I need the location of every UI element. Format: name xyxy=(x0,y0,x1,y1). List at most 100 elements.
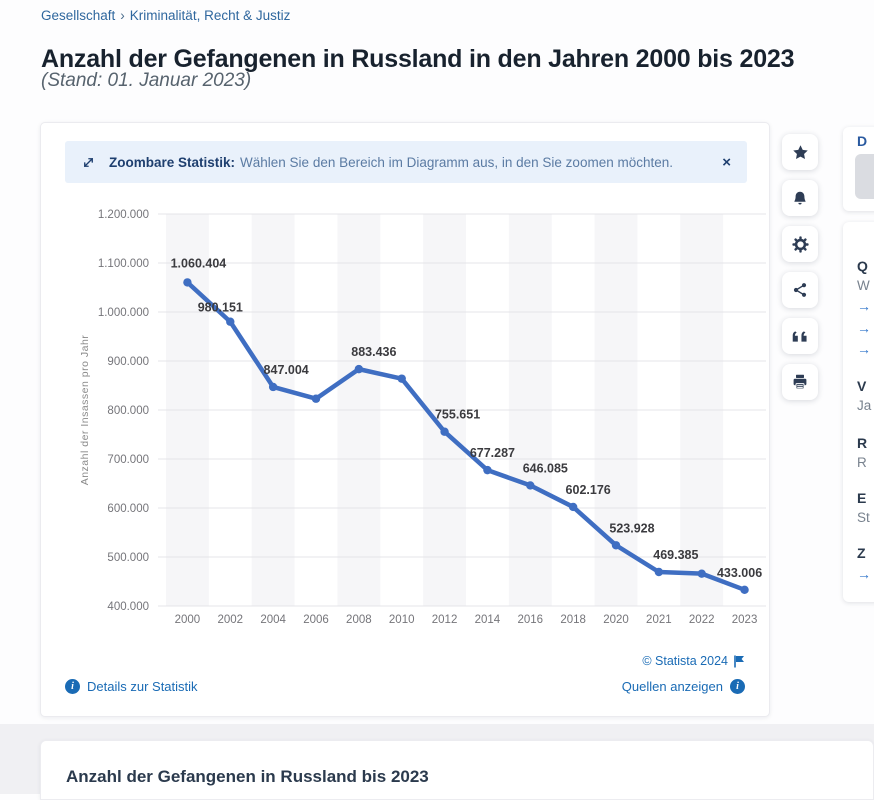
data-point-marker xyxy=(440,427,449,436)
settings-button[interactable] xyxy=(782,226,818,262)
data-point-label: 1.060.404 xyxy=(171,256,227,270)
panel-row-erhebung: E xyxy=(857,490,867,506)
data-point-marker xyxy=(268,382,278,392)
zoom-expand-icon xyxy=(81,155,96,170)
data-point-marker xyxy=(740,585,749,595)
gear-icon xyxy=(791,235,809,253)
banner-close-icon[interactable]: × xyxy=(722,153,731,171)
page-title: Anzahl der Gefangenen in Russland in den… xyxy=(41,44,795,73)
sources-link[interactable]: Quellen anzeigen i xyxy=(622,679,745,694)
download-panel: D xyxy=(843,127,874,211)
panel-row-region-value: R xyxy=(857,455,867,470)
data-point-label: 602.176 xyxy=(566,483,611,497)
data-point-label: 847.004 xyxy=(264,363,309,377)
x-tick-label: 2022 xyxy=(689,614,715,626)
statistic-details-card: Anzahl der Gefangenen in Russland bis 20… xyxy=(40,740,874,800)
y-tick-label: 500.000 xyxy=(107,552,149,564)
data-point-label: 677.287 xyxy=(470,446,515,460)
data-point-label: 646.085 xyxy=(523,461,568,475)
x-tick-label: 2010 xyxy=(389,614,415,626)
x-tick-label: 2008 xyxy=(346,614,372,626)
info-icon: i xyxy=(730,679,745,694)
statista-credit[interactable]: © Statista 2024 xyxy=(642,654,745,668)
breadcrumb: Gesellschaft › Kriminalität, Recht & Justi… xyxy=(41,8,290,23)
panel-link-arrow[interactable]: → xyxy=(857,298,871,314)
line-series xyxy=(185,280,747,593)
x-tick-label: 2021 xyxy=(646,614,672,626)
panel-row-quelle: Q xyxy=(857,258,868,274)
x-tick-label: 2000 xyxy=(175,614,201,626)
y-axis-title: Anzahl der Insassen pro Jahr xyxy=(79,335,91,486)
breadcrumb-separator: › xyxy=(120,8,125,23)
panel-row-z-heading: Z xyxy=(857,545,866,561)
bell-icon xyxy=(794,191,806,204)
chart-plot-area[interactable]: 400.000 500.000 600.000 700.000 800.000 900.0… xyxy=(41,123,771,718)
data-point-label: 469.385 xyxy=(653,548,698,562)
breadcrumb-link-kriminalitaet[interactable]: Kriminalität, Recht & Justiz xyxy=(129,8,291,23)
alert-button[interactable] xyxy=(782,180,818,216)
banner-bold-text: Zoombare Statistik: xyxy=(109,154,236,170)
details-card-title: Anzahl der Gefangenen in Russland bis 20… xyxy=(66,767,429,786)
panel-row-date: Ja xyxy=(857,398,872,413)
data-point-marker xyxy=(226,317,235,326)
breadcrumb-link-gesellschaft[interactable]: Gesellschaft xyxy=(41,8,116,23)
x-tick-label: 2014 xyxy=(475,614,501,626)
x-tick-label: 2023 xyxy=(732,614,758,626)
action-rail xyxy=(782,134,818,400)
panel-row-source-name: W xyxy=(857,278,870,293)
flag-icon xyxy=(734,655,744,667)
sources-link-label: Quellen anzeigen xyxy=(621,679,723,694)
x-tick-label: 2018 xyxy=(560,614,586,626)
y-tick-label: 1.100.000 xyxy=(98,258,149,270)
data-point-marker xyxy=(568,502,578,512)
print-button[interactable] xyxy=(782,364,818,400)
data-point-marker xyxy=(183,278,192,287)
details-link[interactable]: i Details zur Statistik xyxy=(65,679,198,694)
download-panel-heading: D xyxy=(857,133,868,149)
panel-row-erhebung-value: St xyxy=(857,510,870,525)
data-point-label: 755.651 xyxy=(435,408,480,422)
data-point-marker xyxy=(654,567,664,577)
x-tick-label: 2006 xyxy=(303,614,329,626)
panel-link-arrow[interactable]: → xyxy=(857,566,871,582)
data-point-label: 523.928 xyxy=(609,521,654,535)
data-point-marker xyxy=(697,569,706,578)
panel-link-arrow[interactable]: → xyxy=(857,320,871,336)
data-point-marker xyxy=(397,374,406,383)
banner-text: Wählen Sie den Bereich im Diagramm aus, … xyxy=(240,154,673,170)
statistic-card: Zoombare Statistik: Wählen Sie den Berei… xyxy=(40,122,770,717)
x-tick-label: 2004 xyxy=(260,614,286,626)
y-tick-label: 700.000 xyxy=(107,454,149,466)
source-info-panel: Q W → → → V Ja R R E St Z → xyxy=(843,222,874,602)
panel-link-arrow[interactable]: → xyxy=(857,341,871,357)
cite-button[interactable] xyxy=(782,318,818,354)
y-tick-label: 900.000 xyxy=(107,356,149,368)
x-tick-label: 2020 xyxy=(603,614,629,626)
copyright-text: © Statista 2024 xyxy=(642,654,728,668)
share-icon xyxy=(793,283,807,297)
zoom-hint-banner: Zoombare Statistik: Wählen Sie den Berei… xyxy=(65,141,747,183)
data-point-label: 883.436 xyxy=(351,345,396,359)
y-tick-label: 1.200.000 xyxy=(98,209,149,221)
panel-row-veroeffentlicht: V xyxy=(857,378,867,394)
details-link-label: Details zur Statistik xyxy=(87,679,198,694)
share-button[interactable] xyxy=(782,272,818,308)
print-icon xyxy=(793,374,807,390)
star-icon xyxy=(792,144,808,159)
data-point-marker xyxy=(354,364,364,374)
data-point-marker xyxy=(311,394,321,403)
y-tick-label: 800.000 xyxy=(107,405,149,417)
data-point-marker xyxy=(526,481,535,490)
x-tick-label: 2012 xyxy=(432,614,458,626)
data-point-label: 433.006 xyxy=(717,566,762,580)
y-tick-label: 600.000 xyxy=(107,503,149,515)
x-tick-label: 2002 xyxy=(217,614,243,626)
data-point-label: 980.151 xyxy=(198,301,243,315)
favorite-button[interactable] xyxy=(782,134,818,170)
data-point-marker xyxy=(611,541,621,550)
x-tick-label: 2016 xyxy=(517,614,543,626)
data-point-marker xyxy=(483,465,492,475)
y-tick-label: 400.000 xyxy=(107,601,149,613)
download-button[interactable] xyxy=(855,154,874,199)
y-tick-label: 1.000.000 xyxy=(98,307,149,319)
